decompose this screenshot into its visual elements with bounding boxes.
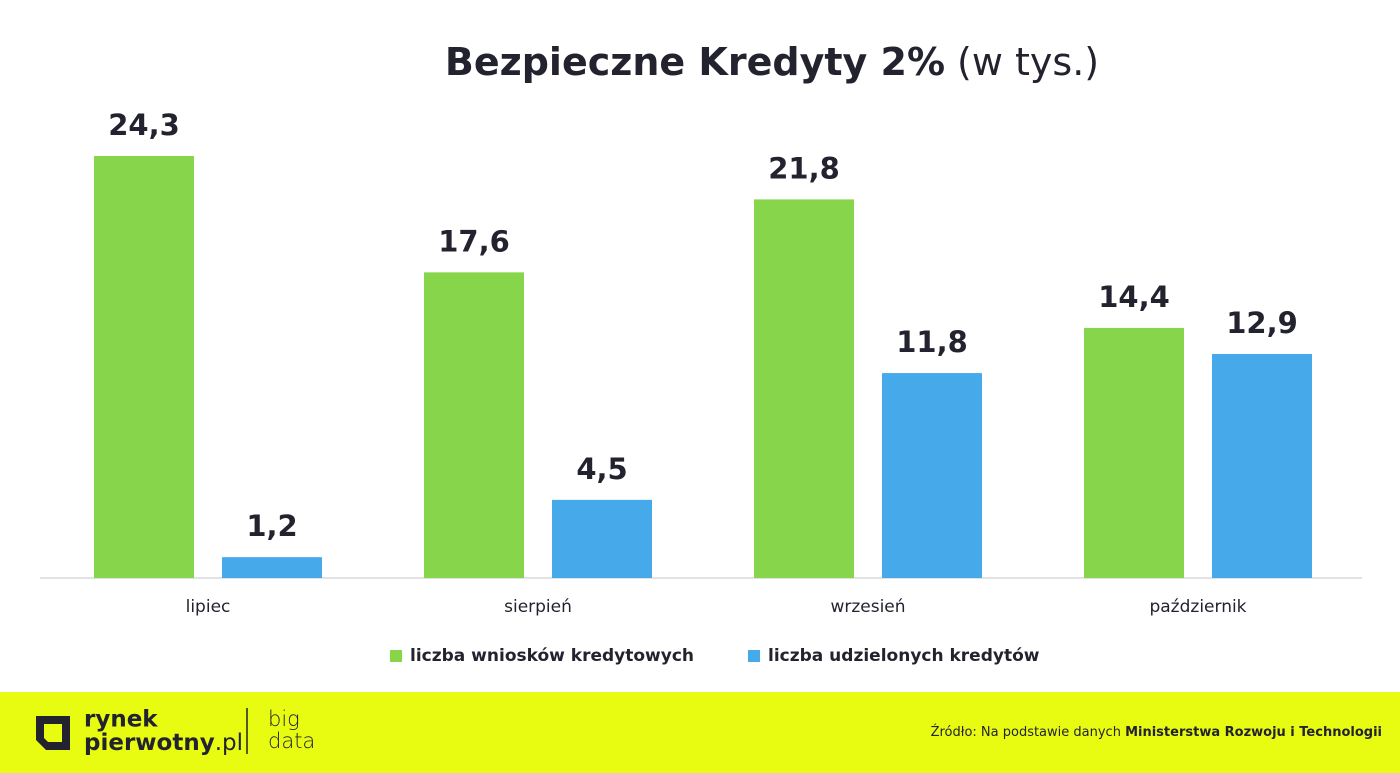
logo-domain: .pl [215, 730, 243, 756]
source: Źródło: Na podstawie danych Ministerstwa… [931, 724, 1382, 740]
legend-label: liczba udzielonych kredytów [768, 646, 1040, 666]
bar [94, 155, 194, 579]
partner-text: data [268, 729, 315, 753]
bar [1084, 327, 1184, 578]
x-tick-label: październik [1149, 597, 1246, 617]
legend-label: liczba wniosków kredytowych [410, 646, 694, 666]
legend-swatch [748, 650, 760, 662]
footer-band [0, 692, 1400, 773]
bar [754, 199, 854, 578]
bar [552, 499, 652, 578]
value-label: 17,6 [438, 224, 510, 258]
logo-text: pierwotny.pl [84, 730, 243, 756]
value-label: 12,9 [1226, 306, 1298, 340]
logo-icon [36, 716, 70, 750]
value-label: 4,5 [576, 452, 627, 486]
x-tick-label: wrzesień [830, 597, 905, 617]
source-name: Ministerstwa Rozwoju i Technologii [1125, 725, 1382, 740]
bar [424, 272, 524, 578]
x-tick-label: lipiec [186, 597, 231, 617]
logo-text: rynek [84, 707, 158, 733]
value-label: 1,2 [246, 509, 297, 543]
bar [882, 373, 982, 578]
value-label: 11,8 [896, 325, 968, 359]
bar [222, 557, 322, 578]
value-label: 21,8 [768, 151, 840, 185]
source-prefix: Źródło: Na podstawie danych [931, 724, 1126, 740]
partner-text: big [268, 707, 300, 731]
value-label: 14,4 [1098, 280, 1170, 314]
logo-text: pierwotny [84, 730, 215, 756]
x-tick-label: sierpień [504, 597, 572, 617]
title-main: Bezpieczne Kredyty 2% [445, 40, 945, 84]
value-label: 24,3 [108, 108, 180, 142]
legend-swatch [390, 650, 402, 662]
title-unit: (w tys.) [957, 40, 1099, 84]
chart-title: Bezpieczne Kredyty 2% (w tys.) [445, 40, 1099, 84]
bar [1212, 353, 1312, 578]
